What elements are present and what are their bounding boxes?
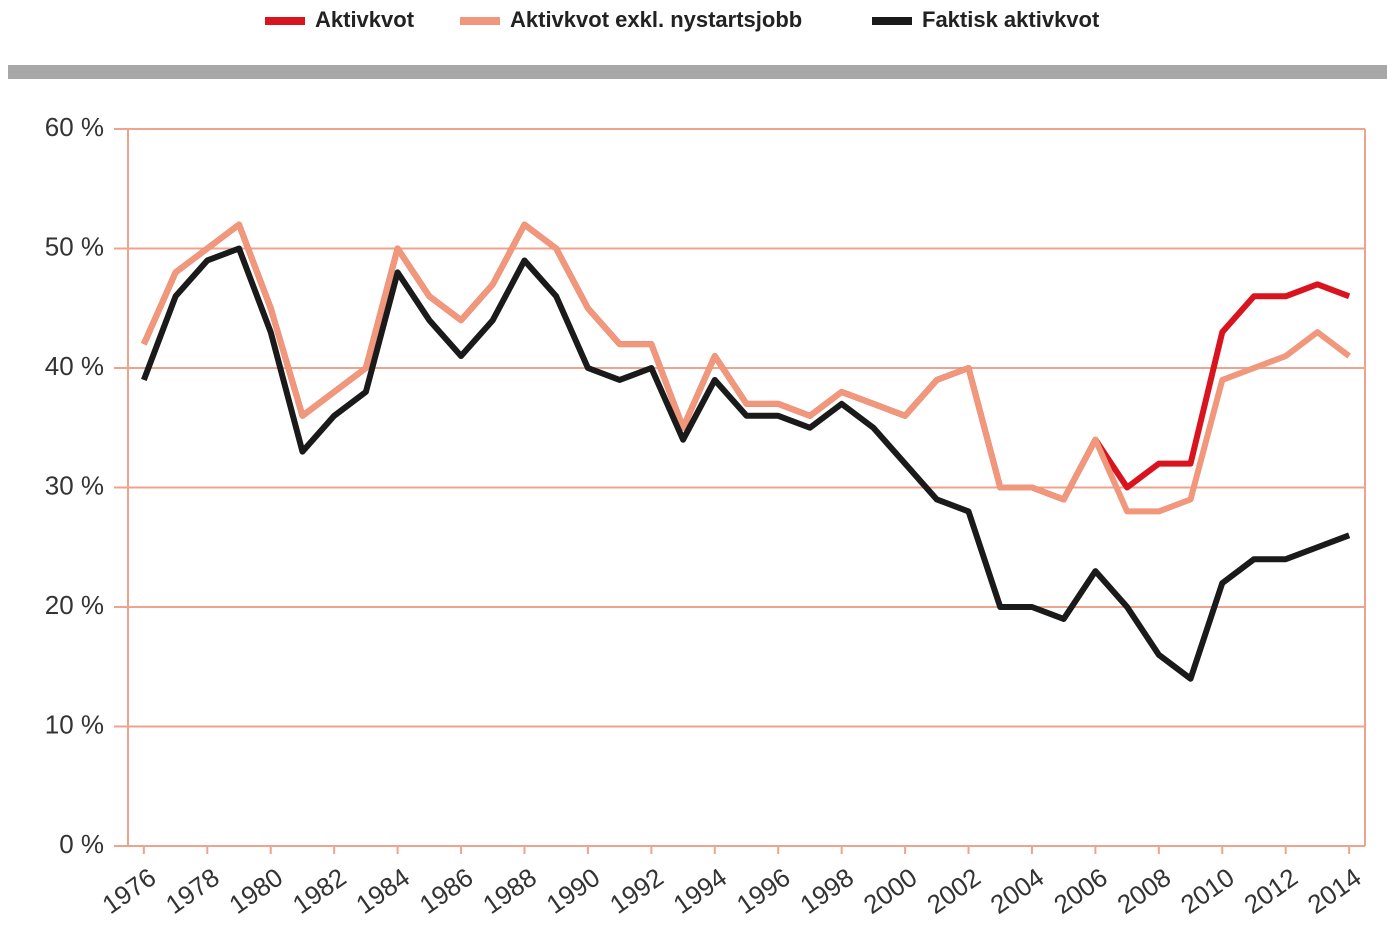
y-tick-label: 0 % <box>59 829 104 859</box>
x-tick-label: 1992 <box>604 862 669 920</box>
header-band <box>8 65 1387 79</box>
legend-swatch <box>265 17 305 25</box>
x-tick-label: 2012 <box>1238 862 1303 920</box>
legend-label: Aktivkvot <box>315 7 415 32</box>
y-tick-label: 10 % <box>45 709 104 739</box>
x-tick-label: 1990 <box>541 862 606 920</box>
y-tick-label: 40 % <box>45 351 104 381</box>
x-tick-label: 2000 <box>858 862 923 920</box>
x-tick-label: 2002 <box>921 862 986 920</box>
x-tick-label: 2004 <box>985 862 1050 920</box>
x-tick-label: 1986 <box>414 862 479 920</box>
x-tick-label: 1984 <box>350 862 415 920</box>
x-tick-label: 2006 <box>1048 862 1113 920</box>
x-tick-label: 2010 <box>1175 862 1240 920</box>
y-tick-label: 30 % <box>45 470 104 500</box>
x-tick-label: 1996 <box>731 862 796 920</box>
x-tick-label: 1980 <box>224 862 289 920</box>
x-tick-label: 2008 <box>1112 862 1177 920</box>
x-tick-label: 2014 <box>1302 862 1367 920</box>
series-line <box>141 221 1351 503</box>
x-tick-label: 1976 <box>97 862 162 920</box>
y-tick-label: 60 % <box>45 112 104 142</box>
legend-label: Faktisk aktivkvot <box>922 7 1100 32</box>
x-tick-label: 1988 <box>477 862 542 920</box>
x-tick-label: 1998 <box>794 862 859 920</box>
series-line <box>141 245 1351 682</box>
legend-swatch <box>460 17 500 25</box>
y-tick-label: 20 % <box>45 590 104 620</box>
series-line <box>141 221 1351 515</box>
x-tick-label: 1994 <box>668 862 733 920</box>
x-tick-label: 1978 <box>160 862 225 920</box>
y-tick-label: 50 % <box>45 231 104 261</box>
legend-swatch <box>872 17 912 25</box>
legend-label: Aktivkvot exkl. nystartsjobb <box>510 7 802 32</box>
x-tick-label: 1982 <box>287 862 352 920</box>
